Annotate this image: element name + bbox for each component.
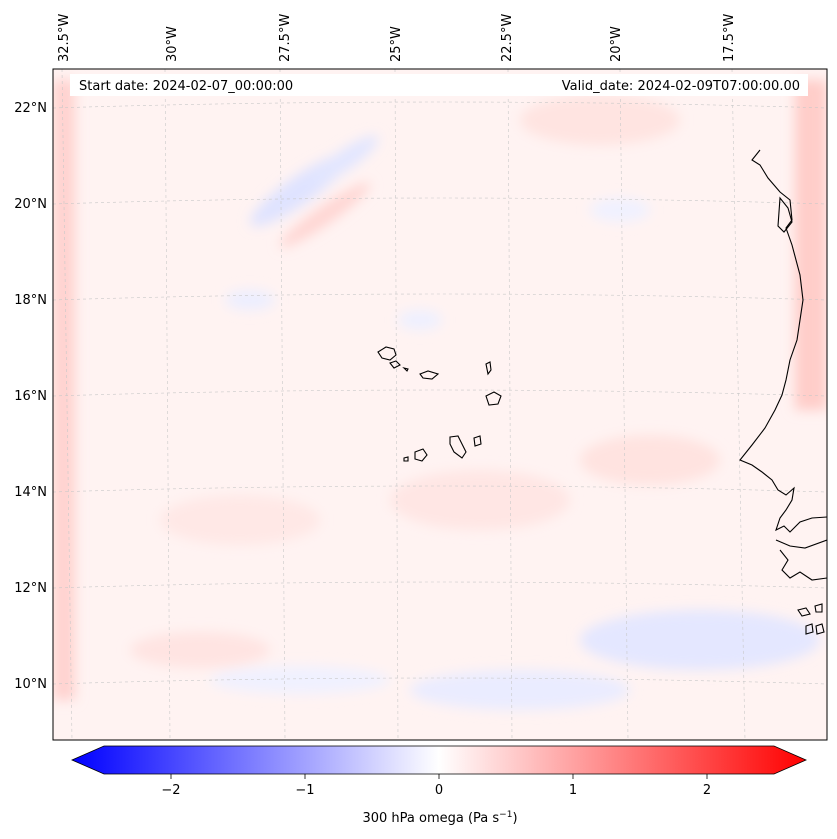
lon-label-25w: 25°W (389, 26, 404, 62)
lon-gridline-27.5 (279, 69, 286, 740)
lon-gridline-30 (164, 69, 171, 740)
lat-label-20n: 20°N (14, 197, 47, 212)
lat-gridline-22 (53, 101, 827, 109)
lat-label-12n: 12°N (14, 581, 47, 596)
longitude-labels: 32.5°W 30°W 27.5°W 25°W 22.5°W 20°W 17.5… (57, 14, 737, 62)
lat-label-14n: 14°N (14, 485, 47, 500)
lat-gridline-12 (53, 581, 827, 589)
lat-label-22n: 22°N (14, 101, 47, 116)
colorbar-tick-1: 1 (569, 783, 577, 798)
start-date-label: Start date: 2024-02-07_00:00:00 (79, 79, 293, 94)
colorbar-label-exponent: −1 (499, 810, 512, 820)
lon-label-22.5w: 22.5°W (500, 14, 515, 62)
lon-gridline-25 (394, 69, 399, 740)
lat-gridline-20 (53, 197, 827, 205)
colorbar-tick-0: 0 (435, 783, 443, 798)
lon-label-32.5w: 32.5°W (57, 14, 72, 62)
coast-guinea-bissau (779, 549, 827, 581)
lon-label-20w: 20°W (609, 26, 624, 62)
lat-label-18n: 18°N (14, 293, 47, 308)
island-sal (485, 361, 492, 376)
date-banner-box (70, 74, 808, 96)
colorbar-label-main: 300 hPa omega (Pa s (362, 811, 499, 826)
island-boa-vista (485, 391, 502, 406)
island-santa-luzia (402, 366, 409, 372)
coast-upper (777, 196, 793, 233)
lat-gridline-16 (53, 389, 827, 397)
island-sao-vicente (389, 360, 401, 369)
colorbar-body (71, 745, 807, 775)
date-banner: Start date: 2024-02-07_00:00:00 Valid_da… (70, 74, 808, 96)
lon-gridline-17.5 (731, 69, 746, 740)
colorbar-tick-neg2: −2 (161, 783, 180, 798)
map-frame (52, 68, 828, 741)
island-santiago (449, 435, 467, 459)
coast-bissagos (797, 603, 825, 635)
colorbar-label-close: ) (512, 811, 517, 826)
island-santo-antao (377, 346, 397, 361)
gridlines (53, 69, 827, 740)
island-sao-nicolau (419, 370, 440, 380)
lon-label-27.5w: 27.5°W (278, 14, 293, 62)
latitude-labels: 22°N 20°N 18°N 16°N 14°N 12°N 10°N (14, 101, 47, 692)
lon-label-17.5w: 17.5°W (722, 14, 737, 62)
lat-gridline-14 (53, 485, 827, 493)
coast-mauritania-senegal (739, 149, 827, 533)
colorbar-ticks (170, 774, 708, 779)
lat-gridline-10 (53, 677, 827, 685)
island-fogo (414, 448, 428, 462)
island-brava (403, 456, 409, 462)
cape-verde-islands (377, 346, 502, 462)
african-coastline (739, 149, 827, 635)
island-maio (473, 435, 482, 447)
lon-gridline-20 (619, 69, 629, 740)
coast-gambia (775, 539, 827, 549)
colorbar-tick-2: 2 (703, 783, 711, 798)
colorbar: −2 −1 0 1 2 300 hPa omega (Pa s−1) (71, 745, 807, 826)
colorbar-tick-neg1: −1 (295, 783, 314, 798)
lon-label-30w: 30°W (165, 26, 180, 62)
lon-gridline-32.5 (61, 69, 73, 740)
lon-gridline-22.5 (507, 69, 513, 740)
colorbar-label: 300 hPa omega (Pa s−1) (362, 810, 517, 826)
omega-field (53, 69, 827, 740)
valid-date-label: Valid_date: 2024-02-09T07:00:00.00 (562, 79, 800, 94)
lat-gridline-18 (53, 293, 827, 301)
lat-label-16n: 16°N (14, 389, 47, 404)
lat-label-10n: 10°N (14, 677, 47, 692)
field-blobs (53, 80, 827, 710)
